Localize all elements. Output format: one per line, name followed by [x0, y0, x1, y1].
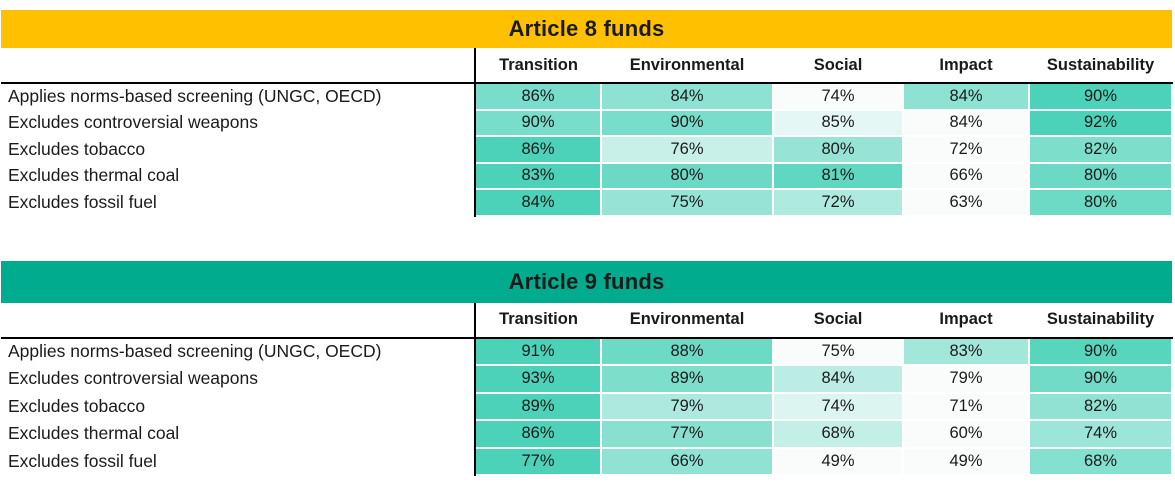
heat-cell: 89% — [600, 364, 774, 394]
table-row: Excludes thermal coal 83% 80% 81% 66% 80% — [1, 161, 1173, 190]
article9-heatmap-table: Transition Environmental Social Impact Susta… — [1, 302, 1173, 477]
table-row: Excludes controversial weapons 93% 89% 84% 7… — [1, 364, 1173, 394]
heat-cell: 72% — [902, 135, 1030, 164]
column-header-sustainability: Sustainability — [1029, 48, 1172, 84]
heat-cell: 76% — [600, 135, 774, 164]
heat-cell: 89% — [474, 391, 602, 421]
row-label: Excludes tobacco — [1, 136, 476, 163]
heat-cell: 88% — [600, 336, 774, 366]
heat-cell: 63% — [902, 188, 1030, 217]
table-row: Applies norms-based screening (UNGC, OEC… — [1, 336, 1173, 366]
row-label: Excludes controversial weapons — [1, 365, 476, 393]
row-label-column-header — [1, 302, 476, 339]
column-header-sustainability: Sustainability — [1029, 302, 1172, 339]
heat-cell: 90% — [474, 108, 602, 137]
article8-heatmap-table: Transition Environmental Social Impact Susta… — [1, 48, 1173, 217]
row-label: Excludes thermal coal — [1, 420, 476, 448]
heat-cell: 68% — [772, 419, 904, 449]
table-row: Excludes tobacco 86% 76% 80% 72% 82% — [1, 135, 1173, 164]
heat-cell: 80% — [772, 135, 904, 164]
header-row: Transition Environmental Social Impact Susta… — [1, 48, 1172, 84]
heat-cell: 49% — [772, 446, 904, 476]
heat-cell: 75% — [772, 336, 904, 366]
table-row: Applies norms-based screening (UNGC, OEC… — [1, 82, 1173, 111]
table-row: Excludes fossil fuel 77% 66% 49% 49% 68% — [1, 446, 1173, 476]
column-header-transition: Transition — [475, 48, 601, 84]
heat-cell: 83% — [902, 336, 1030, 366]
header-row: Transition Environmental Social Impact Susta… — [1, 302, 1172, 339]
heat-cell: 90% — [1028, 336, 1173, 366]
heat-cell: 91% — [474, 336, 602, 366]
heat-cell: 49% — [902, 446, 1030, 476]
heat-cell: 77% — [474, 446, 602, 476]
column-header-impact: Impact — [903, 302, 1029, 339]
heat-cell: 60% — [902, 419, 1030, 449]
heat-cell: 79% — [902, 364, 1030, 394]
heat-cell: 77% — [600, 419, 774, 449]
column-header-social: Social — [773, 302, 903, 339]
heat-cell: 84% — [772, 364, 904, 394]
column-header-environmental: Environmental — [601, 48, 773, 84]
table-row: Excludes thermal coal 86% 77% 68% 60% 74% — [1, 419, 1173, 449]
report-page: Article 8 funds Transition Environmental S… — [1, 10, 1173, 477]
table-title: Article 8 funds — [508, 16, 665, 41]
article9-title-band: Article 9 funds — [1, 260, 1172, 303]
heat-cell: 81% — [772, 161, 904, 190]
table-row: Excludes fossil fuel 84% 75% 72% 63% 80% — [1, 188, 1173, 217]
heat-cell: 90% — [1028, 364, 1173, 394]
row-label: Excludes controversial weapons — [1, 109, 476, 136]
row-label: Excludes fossil fuel — [1, 447, 476, 475]
heat-cell: 86% — [474, 419, 602, 449]
heat-cell: 84% — [902, 82, 1030, 111]
heat-cell: 79% — [600, 391, 774, 421]
heat-cell: 92% — [1028, 108, 1173, 137]
heat-cell: 83% — [474, 161, 602, 190]
heat-cell: 80% — [1028, 161, 1173, 190]
heat-cell: 82% — [1028, 135, 1173, 164]
heat-cell: 71% — [902, 391, 1030, 421]
row-label: Applies norms-based screening (UNGC, OEC… — [1, 337, 476, 365]
heat-cell: 75% — [600, 188, 774, 217]
heat-cell: 93% — [474, 364, 602, 394]
column-header-impact: Impact — [903, 48, 1029, 84]
heat-cell: 84% — [474, 188, 602, 217]
article8-title-band: Article 8 funds — [1, 10, 1172, 48]
column-header-environmental: Environmental — [601, 302, 773, 339]
heat-cell: 74% — [1028, 419, 1173, 449]
heat-cell: 80% — [600, 161, 774, 190]
heat-cell: 82% — [1028, 391, 1173, 421]
heat-cell: 86% — [474, 82, 602, 111]
row-label: Excludes fossil fuel — [1, 189, 476, 216]
heat-cell: 84% — [600, 82, 774, 111]
heat-cell: 74% — [772, 391, 904, 421]
heat-cell: 90% — [1028, 82, 1173, 111]
heat-cell: 90% — [600, 108, 774, 137]
row-label-column-header — [1, 48, 476, 84]
table-row: Excludes controversial weapons 90% 90% 85% 8… — [1, 108, 1173, 137]
row-label: Applies norms-based screening (UNGC, OEC… — [1, 83, 476, 110]
heat-cell: 66% — [600, 446, 774, 476]
table-title: Article 9 funds — [508, 268, 665, 294]
heat-cell: 80% — [1028, 188, 1173, 217]
heat-cell: 72% — [772, 188, 904, 217]
heat-cell: 84% — [902, 108, 1030, 137]
heat-cell: 74% — [772, 82, 904, 111]
article8-section: Article 8 funds Transition Environmental S… — [1, 10, 1173, 217]
heat-cell: 86% — [474, 135, 602, 164]
heat-cell: 85% — [772, 108, 904, 137]
heat-cell: 66% — [902, 161, 1030, 190]
row-label: Excludes tobacco — [1, 392, 476, 420]
column-header-transition: Transition — [475, 302, 601, 339]
row-label: Excludes thermal coal — [1, 162, 476, 189]
article9-section: Article 9 funds Transition Environmental S… — [1, 260, 1173, 477]
table-row: Excludes tobacco 89% 79% 74% 71% 82% — [1, 391, 1173, 421]
heat-cell: 68% — [1028, 446, 1173, 476]
column-header-social: Social — [773, 48, 903, 84]
